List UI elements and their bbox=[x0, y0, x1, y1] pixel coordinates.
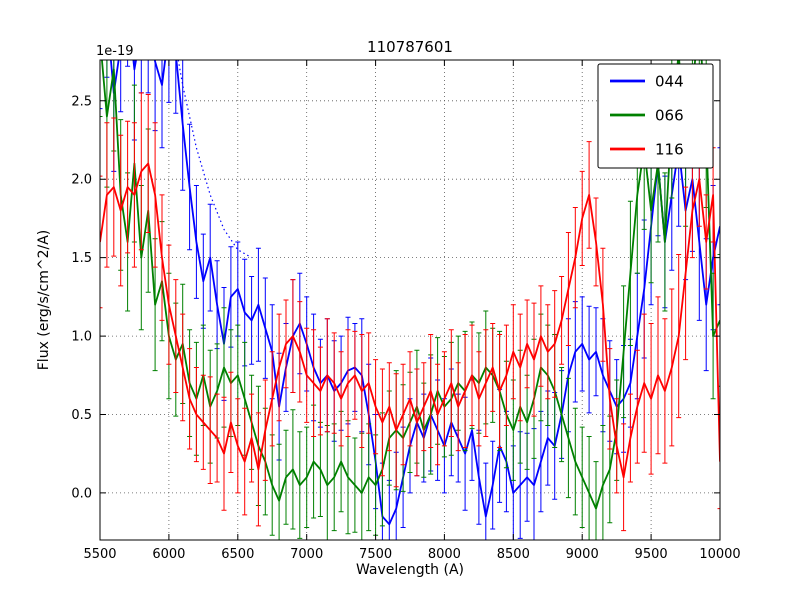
legend-label-116: 116 bbox=[655, 141, 684, 159]
x-tick-label: 7000 bbox=[290, 547, 323, 562]
x-tick-label: 8000 bbox=[428, 547, 461, 562]
x-tick-labels: 5500 6000 6500 7000 7500 8000 8500 9000 9500 1000… bbox=[83, 547, 740, 562]
legend-label-066: 066 bbox=[655, 107, 684, 125]
x-tick-label: 9500 bbox=[635, 547, 668, 562]
x-tick-label: 5500 bbox=[83, 547, 116, 562]
x-tick-label: 9000 bbox=[566, 547, 599, 562]
legend-box bbox=[597, 63, 714, 169]
legend: 044 066 116 bbox=[597, 63, 714, 169]
axes-frame bbox=[99, 59, 721, 541]
data-layer bbox=[100, 60, 720, 540]
y-tick-label: 2.5 bbox=[71, 94, 92, 109]
x-tick-label: 6500 bbox=[221, 547, 254, 562]
y-tick-label: 1.5 bbox=[71, 251, 92, 266]
y-tick-label: 1.0 bbox=[71, 330, 92, 345]
y-axis-label: Flux (erg/s/cm^2/A) bbox=[36, 229, 52, 371]
x-tick-label: 7500 bbox=[359, 547, 392, 562]
x-tick-label: 10000 bbox=[699, 547, 740, 562]
x-tick-label: 6000 bbox=[152, 547, 185, 562]
y-tick-label: 0.5 bbox=[71, 408, 92, 423]
y-tick-label: 0.0 bbox=[71, 486, 92, 501]
legend-label-044: 044 bbox=[655, 73, 684, 91]
tick-marks bbox=[99, 60, 721, 540]
chart-title: 110787601 bbox=[367, 38, 453, 56]
y-tick-labels: 0.0 0.5 1.0 1.5 2.0 2.5 bbox=[71, 94, 92, 501]
x-tick-label: 8500 bbox=[497, 547, 530, 562]
y-axis-offset-label: 1e-19 bbox=[96, 44, 134, 59]
series-line-116 bbox=[100, 162, 720, 479]
x-axis-label: Wavelength (A) bbox=[355, 562, 464, 578]
y-tick-label: 2.0 bbox=[71, 173, 92, 188]
